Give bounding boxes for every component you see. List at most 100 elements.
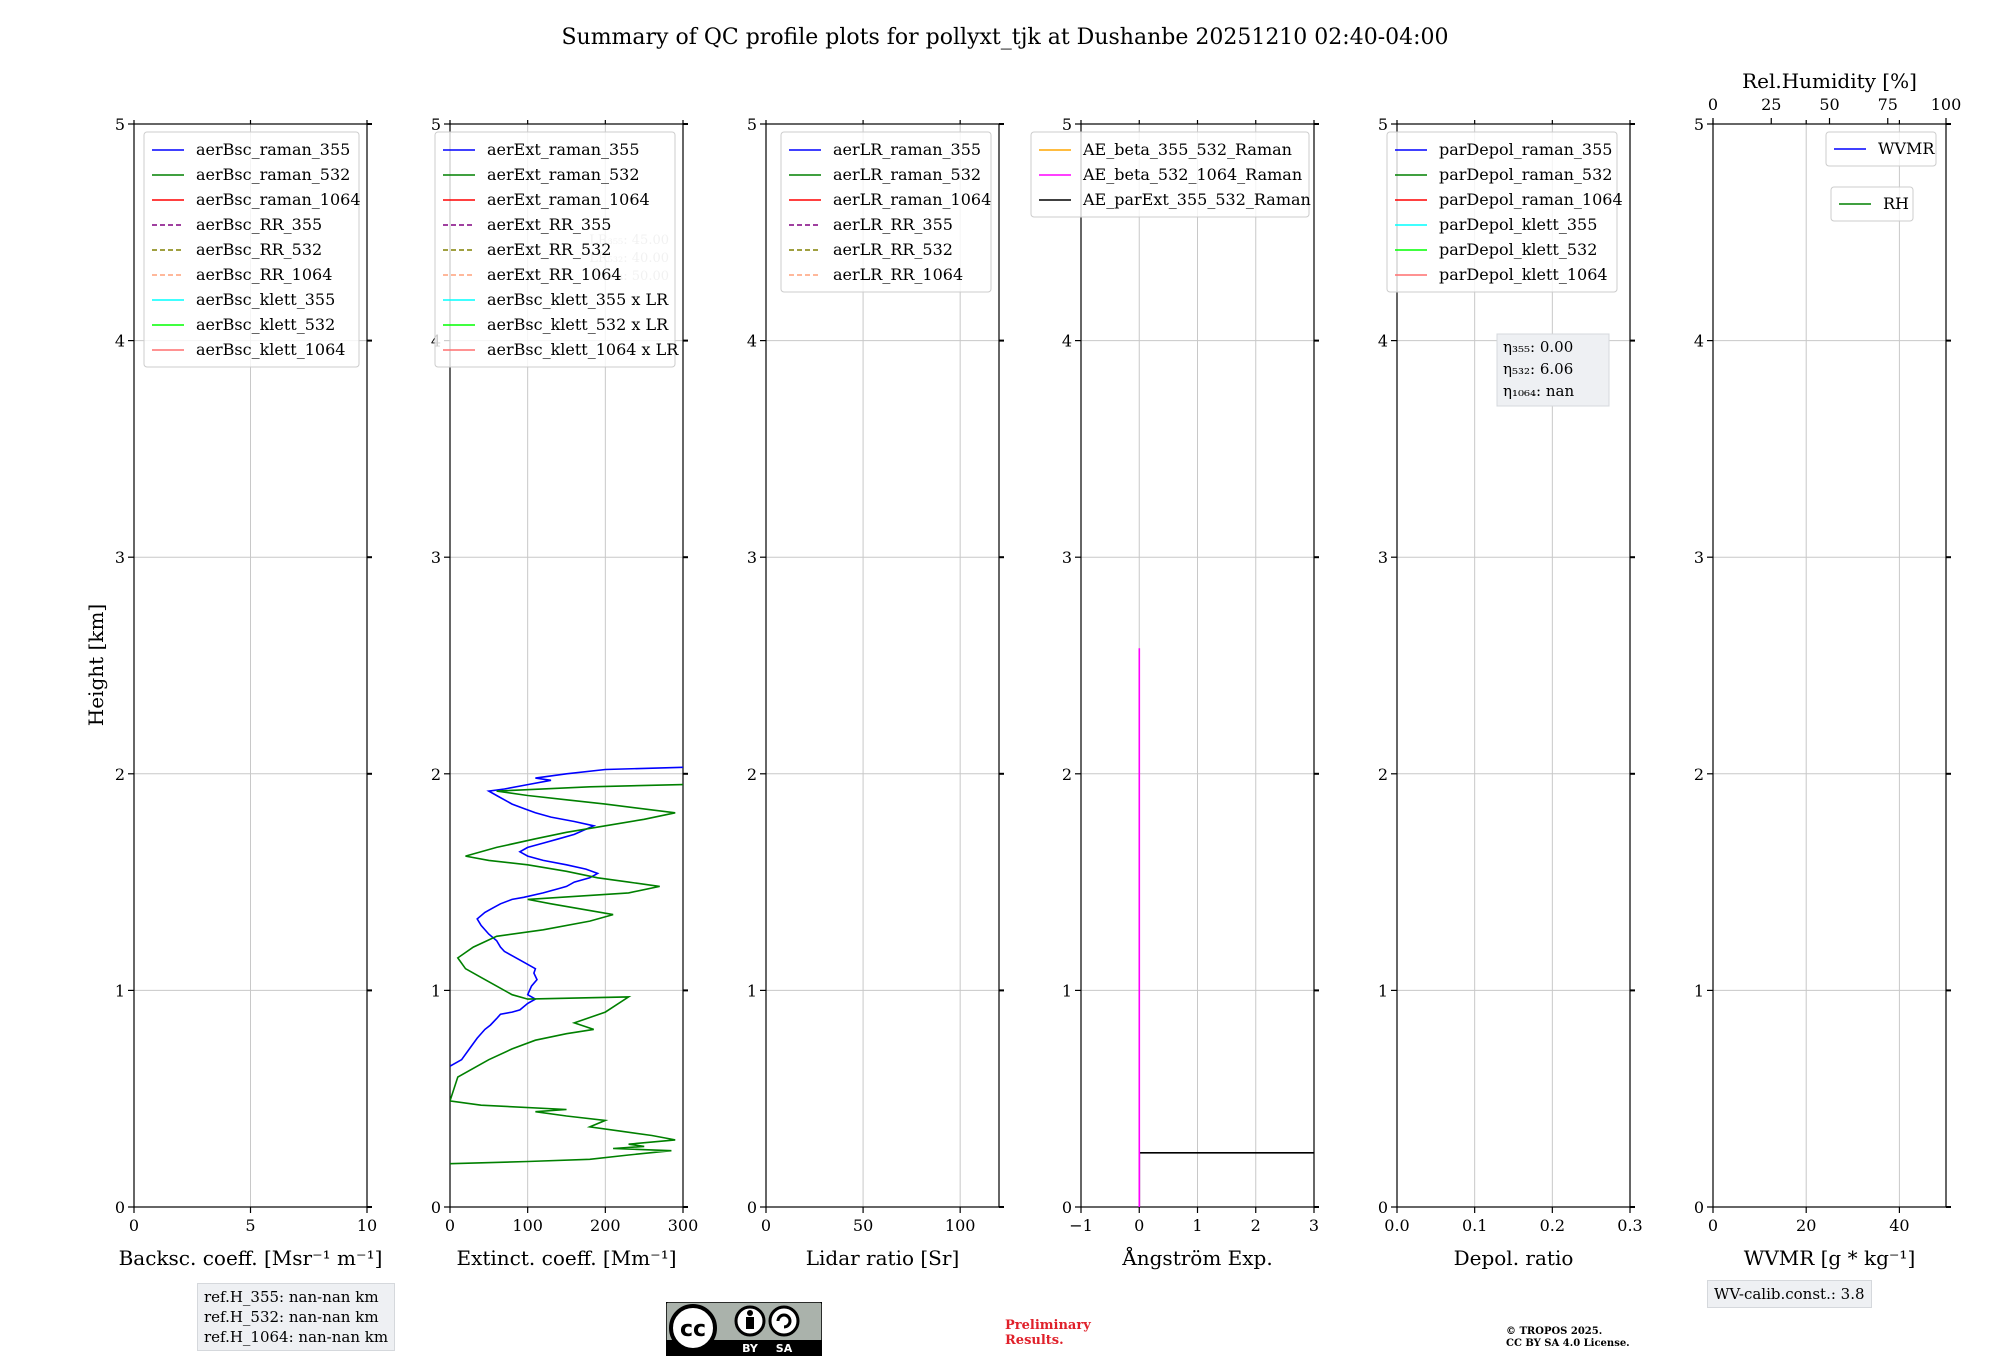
ref-height-1064: ref.H_1064: nan-nan km [204, 1328, 389, 1346]
tropos-line1: © TROPOS 2025. [1506, 1326, 1603, 1337]
y-tick-label: 2 [431, 765, 441, 784]
legend-label: aerLR_RR_532 [833, 240, 953, 259]
panel-depol: 0 1 2 3 4 5 0.0 0.1 0.2 0.3 Depol. ratio parDepol_r… [1378, 115, 1643, 1270]
legend-label: aerBsc_klett_1064 x LR [487, 340, 679, 359]
y-tick-label: 1 [1062, 981, 1072, 1000]
legend-label: aerExt_raman_532 [487, 165, 640, 184]
y-tick-label: 0 [431, 1198, 441, 1217]
y-tick-label: 5 [115, 115, 125, 134]
ref-height-355: ref.H_355: nan-nan km [204, 1288, 379, 1306]
x-axis-label: Extinct. coeff. [Mm⁻¹] [456, 1246, 676, 1270]
y-tick-label: 4 [1694, 332, 1704, 351]
y-axis-label: Height [km] [84, 604, 108, 726]
legend-label: aerBsc_klett_532 [196, 315, 335, 334]
legend-label: aerBsc_raman_1064 [196, 190, 361, 209]
cc-license-badge: cc BY SA [666, 1302, 822, 1356]
x-tick-label: 20 [1796, 1216, 1816, 1235]
sa-share-icon [768, 1305, 800, 1337]
x-tick-label: 0 [1134, 1216, 1144, 1235]
x-tick-label: 0 [1708, 1216, 1718, 1235]
x-tick-label: 0.1 [1462, 1216, 1487, 1235]
x-tick-label: 100 [945, 1216, 976, 1235]
axes-frame [1396, 123, 1631, 1208]
legend-label: parDepol_raman_355 [1439, 140, 1612, 159]
legend-label: aerBsc_klett_1064 [196, 340, 345, 359]
legend-label: parDepol_klett_1064 [1439, 265, 1608, 284]
wv-calib-box: WV-calib.const.: 3.8 [1707, 1280, 1872, 1308]
legend-label: aerExt_RR_532 [487, 240, 611, 259]
y-tick-label: 2 [747, 765, 757, 784]
y-tick-label: 0 [115, 1198, 125, 1217]
y-tick-label: 2 [115, 765, 125, 784]
y-tick-label: 3 [1694, 548, 1704, 567]
legend-label: aerBsc_raman_532 [196, 165, 350, 184]
x-axis-label: Depol. ratio [1454, 1246, 1574, 1270]
y-tick-label: 2 [1694, 765, 1704, 784]
y-tick-label: 0 [1062, 1198, 1072, 1217]
legend-label: aerExt_raman_355 [487, 140, 640, 159]
x-tick-label: 50 [853, 1216, 873, 1235]
legend-label: aerLR_RR_1064 [833, 265, 963, 284]
y-tick-label: 1 [431, 981, 441, 1000]
x-tick-label: −1 [1069, 1216, 1093, 1235]
wv-calib-text: WV-calib.const.: 3.8 [1714, 1285, 1865, 1303]
legend-label: AE_beta_355_532_Raman [1082, 140, 1292, 159]
series-AE_parExt_355_532_Raman [1138, 1152, 1314, 1207]
legend-label: RH [1883, 194, 1909, 213]
axes-frame [449, 123, 684, 1208]
x-tick-label: 3 [1309, 1216, 1319, 1235]
x-tick-label: 10 [357, 1216, 377, 1235]
preliminary-note: Preliminary Results. [1005, 1318, 1091, 1348]
legend-label: aerLR_RR_355 [833, 215, 953, 234]
x-axis-label: WVMR [g * kg⁻¹] [1744, 1246, 1916, 1270]
x-axis-label: Backsc. coeff. [Msr⁻¹ m⁻¹] [119, 1246, 383, 1270]
legend-wvmr [1825, 131, 1937, 167]
x-tick-label: 0.2 [1540, 1216, 1565, 1235]
legend-label: AE_beta_532_1064_Raman [1082, 165, 1302, 184]
x-tick-label: 40 [1889, 1216, 1909, 1235]
x-tick-label: 1 [1192, 1216, 1202, 1235]
x-axis-label: Ångström Exp. [1121, 1245, 1272, 1270]
legend-label: aerBsc_RR_1064 [196, 265, 332, 284]
y-tick-label: 3 [1062, 548, 1072, 567]
top-tick-label: 0 [1708, 95, 1718, 114]
x-tick-label: 0.0 [1384, 1216, 1409, 1235]
legend-label: aerLR_raman_355 [833, 140, 981, 159]
legend-lr [780, 131, 992, 293]
panel-ext: 0123450100200300Extinct. coeff. [Mm⁻¹]LR… [431, 115, 698, 1270]
eta-label: η₃₅₅: 0.00 [1503, 338, 1573, 356]
y-tick-label: 1 [115, 981, 125, 1000]
legend-label: parDepol_raman_532 [1439, 165, 1612, 184]
y-tick-label: 1 [1694, 981, 1704, 1000]
legend-ext [434, 131, 676, 368]
y-tick-label: 5 [1694, 115, 1704, 134]
x-tick-label: 0 [129, 1216, 139, 1235]
legend-label: aerBsc_raman_355 [196, 140, 350, 159]
series-aerExt_raman_355 [450, 766, 683, 1067]
x-tick-label: 0 [761, 1216, 771, 1235]
ref-height-532: ref.H_532: nan-nan km [204, 1308, 379, 1326]
cc-logo-icon: cc [680, 1317, 706, 1342]
preliminary-line2: Results. [1005, 1333, 1064, 1348]
tropos-line2: CC BY SA 4.0 License. [1506, 1338, 1630, 1349]
legend-label: aerExt_RR_355 [487, 215, 611, 234]
legend-label: AE_parExt_355_532_Raman [1082, 190, 1311, 209]
figure-title: Summary of QC profile plots for pollyxt_… [561, 25, 1448, 50]
legend-label: aerLR_raman_532 [833, 165, 981, 184]
x-tick-label: 0 [445, 1216, 455, 1235]
legend-label: aerBsc_RR_355 [196, 215, 322, 234]
legend-bsc [143, 131, 360, 368]
legend-label: aerExt_RR_1064 [487, 265, 622, 284]
y-tick-label: 5 [747, 115, 757, 134]
axes-frame [765, 123, 1000, 1208]
x-tick-label: 200 [590, 1216, 621, 1235]
eta-label: η₁₀₆₄: nan [1503, 382, 1574, 400]
cc-by-label: BY [742, 1342, 759, 1355]
y-tick-label: 5 [1378, 115, 1388, 134]
y-tick-label: 4 [1378, 332, 1388, 351]
top-tick-label: 50 [1819, 95, 1839, 114]
top-tick-label: 100 [1931, 95, 1962, 114]
